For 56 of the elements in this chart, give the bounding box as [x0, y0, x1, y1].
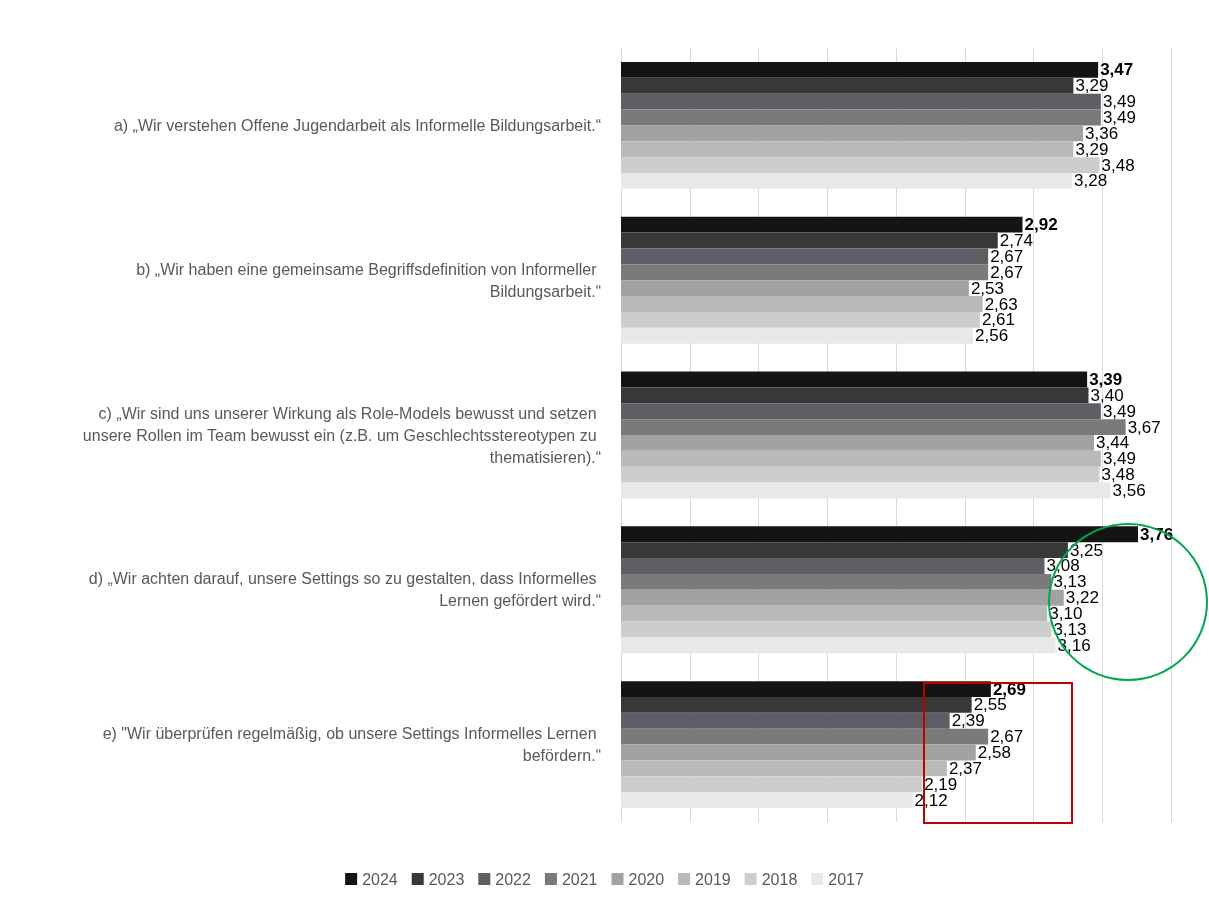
data-label: 3,39	[1089, 369, 1123, 389]
bar	[621, 61, 1099, 78]
bar	[621, 93, 1101, 110]
bar	[621, 157, 1100, 173]
bar	[621, 264, 989, 281]
bar	[621, 216, 1023, 233]
bar	[621, 125, 1083, 142]
bar	[621, 173, 1072, 189]
bar	[621, 744, 976, 761]
bar	[621, 109, 1101, 126]
bar	[621, 697, 972, 713]
bar	[621, 760, 947, 777]
y-tick-label: b) „Wir haben eine gemeinsame Begriffsdefinition von Informeller Bildungsarbeit.“	[136, 260, 601, 300]
legend-label: 2017	[828, 870, 864, 888]
bar	[621, 77, 1074, 94]
y-tick-label: a) „Wir verstehen Offene Jugendarbeit als Informelle Bildungsarbeit.“	[113, 116, 601, 134]
bar	[621, 296, 983, 312]
bar	[621, 637, 1056, 654]
bar	[621, 712, 950, 729]
bar	[621, 605, 1048, 622]
bar	[621, 558, 1045, 574]
bar	[621, 482, 1111, 499]
bar	[621, 450, 1101, 467]
bar	[621, 371, 1088, 388]
bar	[621, 526, 1138, 543]
bar	[621, 435, 1094, 451]
bar	[621, 792, 913, 809]
legend-label: 2022	[495, 870, 532, 888]
bar	[621, 327, 973, 344]
y-tick-label: d) „Wir achten darauf, unsere Settings so zu gestalten, dass Informelles Lernen gefördert wird.“	[88, 570, 601, 610]
y-tick-label: c) „Wir sind uns unserer Wirkung als Role-Models bewusst und setzen unsere Rollen im Team bewusst ein (z.B. um Geschlechtsstereotypen zu thematisieren).“	[82, 404, 601, 466]
bar	[621, 387, 1089, 404]
legend-label: 2023	[428, 870, 465, 888]
legend-label: 2018	[761, 870, 798, 888]
legend-label: 2019	[695, 870, 731, 888]
bar	[621, 681, 991, 697]
bar	[621, 232, 998, 249]
legend-label: 2021	[561, 870, 598, 888]
bar	[621, 403, 1101, 420]
bar	[621, 573, 1052, 590]
bar	[621, 621, 1052, 638]
y-tick-label: e) "Wir überprüfen regelmäßig, ob unsere Settings Informelles Lernen befördern.“	[102, 725, 601, 765]
bar	[621, 776, 923, 793]
bar	[621, 248, 989, 265]
legend-label: 2020	[628, 870, 665, 888]
bar	[621, 589, 1064, 606]
bar	[621, 280, 969, 297]
bar	[621, 141, 1074, 158]
data-label: 2,39	[951, 711, 985, 731]
legend-label: 2024	[362, 870, 398, 888]
bar	[621, 419, 1126, 435]
bar	[621, 466, 1100, 483]
bar	[621, 542, 1068, 559]
bar	[621, 311, 980, 328]
data-label: 3,25	[1069, 540, 1103, 560]
bar	[621, 728, 989, 745]
